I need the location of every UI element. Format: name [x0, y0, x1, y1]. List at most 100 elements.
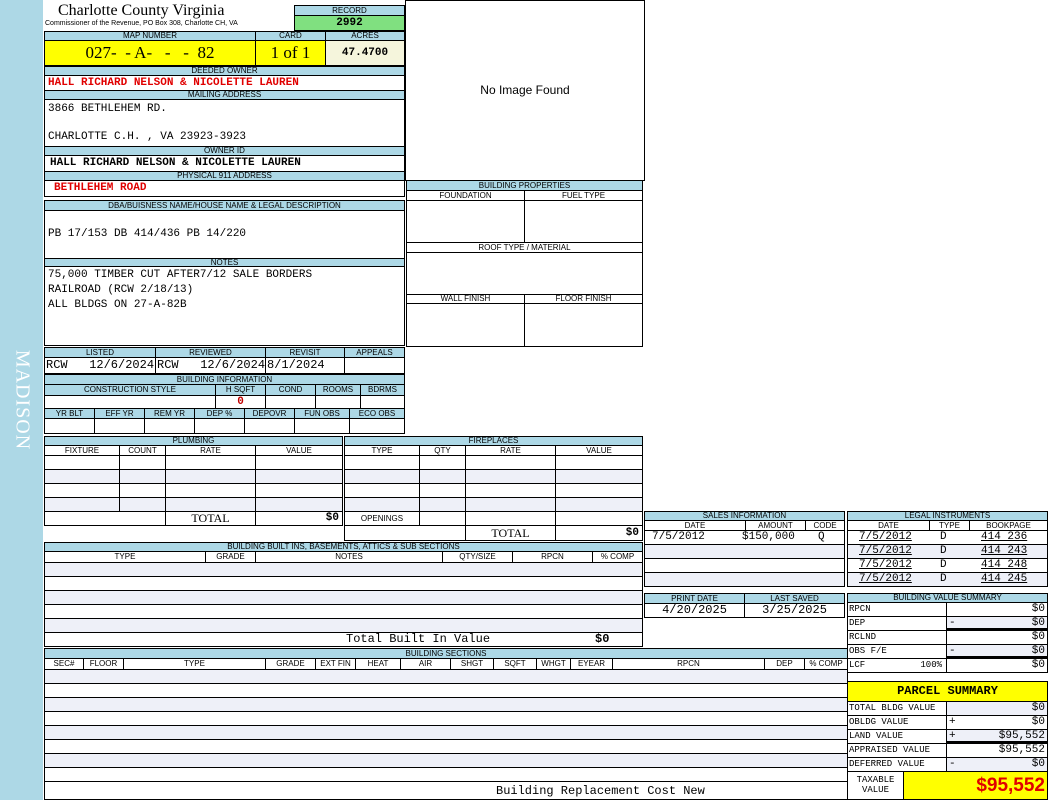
parcel-summary-row-label: LAND VALUE	[847, 729, 947, 744]
print-date: 4/20/2025	[644, 603, 745, 618]
fireplaces-cell	[465, 497, 556, 512]
review-value: 8/1/2024	[265, 357, 345, 374]
built-ins-row	[44, 604, 643, 619]
fuel-type-value	[524, 200, 643, 243]
value-summary-value: - $0	[946, 644, 1048, 659]
mailing-address: 3866 BETHLEHEM RD. CHARLOTTE C.H. , VA 23…	[44, 99, 405, 147]
legal-cell: 414 245	[981, 573, 1028, 585]
sales-cell: Q	[818, 531, 825, 543]
parcel-summary-label: PARCEL SUMMARY	[847, 681, 1048, 702]
fireplaces-openings-label: OPENINGS	[344, 511, 420, 526]
parcel-summary-row-label: APPRAISED VALUE	[847, 743, 947, 758]
card-number: 1 of 1	[255, 40, 326, 66]
deeded-owner: HALL RICHARD NELSON & NICOLETTE LAUREN	[44, 75, 405, 91]
plumbing-cell	[165, 469, 256, 484]
built-ins-row	[44, 618, 643, 633]
sections-row	[44, 683, 848, 698]
fireplaces-cell	[555, 511, 643, 526]
parcel-summary-row-label: TOTAL BLDG VALUE	[847, 701, 947, 716]
last-saved: 3/25/2025	[744, 603, 845, 618]
value-summary-value: $0	[946, 602, 1048, 617]
parcel-summary-amount: $95,552	[998, 730, 1045, 742]
parcel-summary-op: -	[949, 758, 956, 770]
fireplaces-cell	[419, 455, 466, 470]
plumbing-cell	[119, 455, 166, 470]
value-summary-label: RCLND	[847, 630, 947, 645]
parcel-summary-amount: $0	[1031, 758, 1045, 770]
fireplaces-cell	[419, 511, 466, 526]
value-summary-label-text: DEP	[849, 618, 866, 628]
building-info-value	[294, 418, 350, 434]
acres-value: 47.4700	[325, 40, 405, 66]
building-info-value: 0	[215, 395, 266, 409]
value-summary-amount: $0	[1031, 645, 1045, 657]
building-info-value	[360, 395, 405, 409]
review-value: RCW 12/6/2024	[155, 357, 266, 374]
value-summary-label: DEP	[847, 616, 947, 631]
plumbing-total: $0	[255, 511, 343, 526]
plumbing-cell	[44, 469, 120, 484]
sections-row	[44, 767, 848, 782]
lcf-percent: 100%	[920, 660, 942, 670]
parcel-summary-row-label: OBLDG VALUE	[847, 715, 947, 730]
legal-row	[847, 572, 1048, 587]
plumbing-total-blank	[44, 511, 166, 526]
plumbing-cell	[255, 483, 343, 498]
building-info-value	[315, 395, 361, 409]
sections-row	[44, 711, 848, 726]
building-info-value	[265, 395, 316, 409]
county-title: Charlotte County Virginia	[58, 2, 225, 19]
sales-cell: 7/5/2012	[652, 531, 705, 543]
sales-cell: $150,000	[742, 531, 795, 543]
value-summary-value: - $0	[946, 616, 1048, 631]
building-info-value	[194, 418, 245, 434]
value-summary-label-text: OBS F/E	[849, 646, 887, 656]
plumbing-cell	[255, 455, 343, 470]
building-info-value	[44, 418, 95, 434]
map-number: 027- - A- - - 82	[44, 40, 256, 66]
fireplaces-cell	[555, 497, 643, 512]
building-info-value	[349, 418, 405, 434]
sales-row	[644, 558, 845, 573]
parcel-summary-value: + $95,552	[946, 729, 1048, 744]
parcel-summary-value: $95,552	[946, 743, 1048, 758]
parcel-summary-row-label: DEFERRED VALUE	[847, 757, 947, 772]
fireplaces-cell	[555, 483, 643, 498]
legal-cell: 414 248	[981, 559, 1028, 571]
fireplaces-cell	[419, 469, 466, 484]
fireplaces-cell	[344, 455, 420, 470]
value-summary-label: RPCN	[847, 602, 947, 617]
office-subtitle: Commissioner of the Revenue, PO Box 308,…	[45, 20, 238, 27]
taxable-value: $95,552	[903, 771, 1048, 800]
legal-cell: 7/5/2012	[859, 559, 912, 571]
parcel-summary-amount: $0	[1031, 702, 1045, 714]
fireplaces-cell	[555, 455, 643, 470]
foundation-value	[406, 200, 525, 243]
plumbing-cell	[44, 483, 120, 498]
legal-cell: 7/5/2012	[859, 545, 912, 557]
owner-id: HALL RICHARD NELSON & NICOLETTE LAUREN	[44, 155, 405, 172]
fireplaces-cell	[419, 483, 466, 498]
value-summary-label-text: RCLND	[849, 632, 877, 642]
fireplaces-cell	[344, 469, 420, 484]
legal-cell: D	[940, 573, 947, 585]
sections-footer-row	[44, 781, 848, 800]
review-value	[344, 357, 405, 374]
plumbing-cell	[165, 497, 256, 512]
fireplaces-cell	[555, 469, 643, 484]
legal-description: PB 17/153 DB 414/436 PB 14/220	[44, 210, 405, 259]
legal-cell: D	[940, 545, 947, 557]
legal-cell: 7/5/2012	[859, 531, 912, 543]
sections-row	[44, 669, 848, 684]
fireplaces-cell	[465, 469, 556, 484]
district-label: MADISON	[11, 349, 34, 451]
fireplaces-cell	[465, 455, 556, 470]
sales-row	[644, 572, 845, 587]
value-summary-label: LCF 100%	[847, 658, 947, 673]
roof-type-value	[406, 252, 643, 295]
built-ins-row	[44, 576, 643, 591]
notes-line: 75,000 TIMBER CUT AFTER7/12 SALE BORDERS	[48, 269, 313, 281]
plumbing-total-label: TOTAL	[165, 511, 256, 526]
notes-line: ALL BLDGS ON 27-A-82B	[48, 299, 187, 311]
mailing-line-2: CHARLOTTE C.H. , VA 23923-3923	[48, 131, 247, 143]
